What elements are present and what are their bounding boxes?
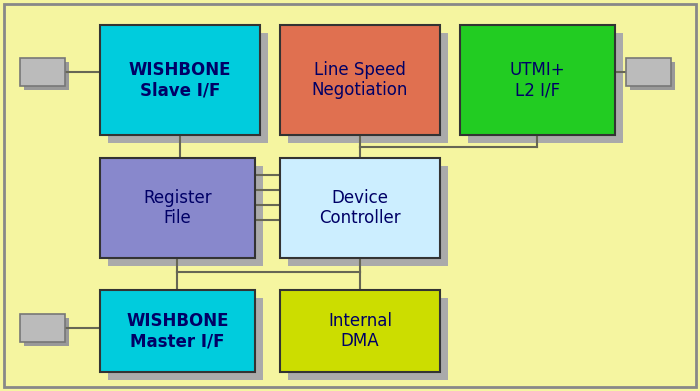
Text: Device
Controller: Device Controller xyxy=(319,188,401,228)
Bar xyxy=(20,58,64,86)
Bar xyxy=(24,62,69,90)
Bar xyxy=(460,25,615,135)
Bar xyxy=(629,62,675,90)
Text: Register
File: Register File xyxy=(144,188,212,228)
Bar xyxy=(468,33,623,143)
Bar xyxy=(20,314,64,342)
Bar xyxy=(288,166,448,266)
Bar xyxy=(24,318,69,346)
Bar xyxy=(288,33,448,143)
Bar xyxy=(100,25,260,135)
Bar xyxy=(108,33,268,143)
Bar xyxy=(280,158,440,258)
Text: WISHBONE
Master I/F: WISHBONE Master I/F xyxy=(126,312,229,350)
Text: UTMI+
L2 I/F: UTMI+ L2 I/F xyxy=(510,61,566,99)
Bar xyxy=(108,298,263,380)
Text: WISHBONE
Slave I/F: WISHBONE Slave I/F xyxy=(129,61,231,99)
Text: Line Speed
Negotiation: Line Speed Negotiation xyxy=(312,61,408,99)
Bar xyxy=(108,166,263,266)
Bar xyxy=(626,58,671,86)
Bar xyxy=(100,290,255,372)
Bar xyxy=(100,158,255,258)
Bar xyxy=(280,25,440,135)
Bar xyxy=(280,290,440,372)
Text: Internal
DMA: Internal DMA xyxy=(328,312,392,350)
Bar xyxy=(288,298,448,380)
